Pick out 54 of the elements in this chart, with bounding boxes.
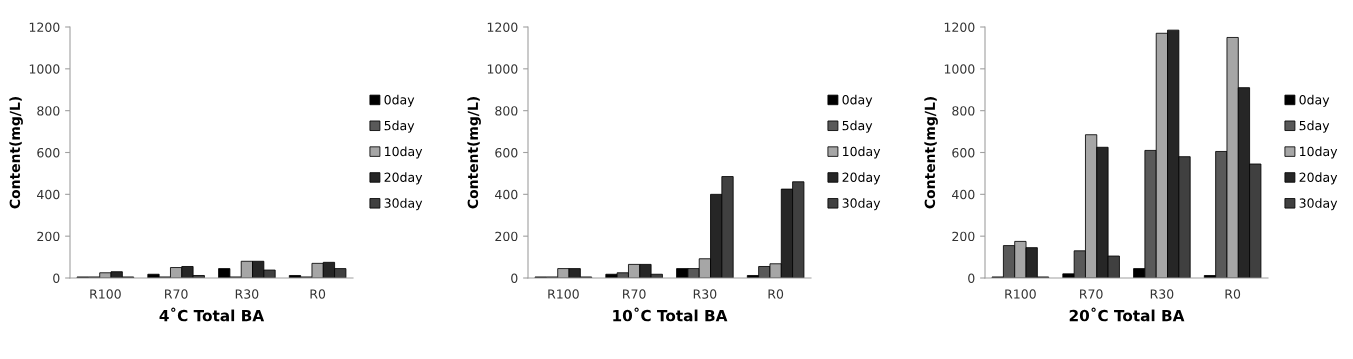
y-tick-label: 600 [495,147,518,158]
legend-label: 10day [385,146,423,159]
x-tick-label: R70 [1080,289,1103,299]
legend-label: 20day [842,172,881,185]
x-tick-label: R100 [548,289,579,299]
legend-label: 5day [842,120,873,133]
legend-label: 0day [1299,94,1330,107]
x-tick-label: R30 [693,289,717,299]
legend-label: 0day [842,94,873,107]
x-tick-label: R70 [165,289,188,299]
x-tick-label: R0 [768,289,784,299]
y-tick-label: 1000 [29,64,60,74]
legend-label: 0day [384,94,415,107]
y-tick-label: 600 [952,147,975,158]
y-tick-label: 200 [952,231,975,242]
y-tick-label: 0 [53,273,60,283]
y-axis-title: Content(mg/L) [924,97,938,209]
y-tick-label: 800 [37,106,60,116]
y-tick-label: 800 [495,106,518,116]
legend-label: 30day [842,198,881,211]
y-tick-label: 1000 [944,64,975,74]
y-tick-label: 200 [37,231,60,242]
y-tick-label: 800 [952,106,975,116]
y-tick-label: 400 [495,189,518,200]
legend-label: 20day [1299,172,1338,185]
y-tick-label: 0 [968,273,975,283]
x-tick-label: R30 [235,289,259,299]
x-tick-label: R0 [310,289,326,299]
x-axis-title: 4˚C Total BA [159,307,265,322]
x-tick-label: R30 [1150,289,1174,299]
legend-label: 30day [1299,198,1338,211]
y-tick-label: 600 [37,147,60,158]
y-axis-title: Content(mg/L) [467,97,481,209]
x-tick-label: R70 [623,289,646,299]
y-tick-label: 400 [952,189,975,200]
y-tick-label: 1000 [487,64,518,74]
y-tick-label: 400 [37,189,60,200]
legend-label: 20day [384,172,423,185]
y-tick-label: 0 [511,273,518,283]
x-tick-label: R100 [90,289,121,299]
legend-label: 5day [1299,120,1330,133]
x-axis-title: 20˚C Total BA [1069,307,1185,322]
legend-label: 10day [843,146,881,159]
y-tick-label: 1200 [29,22,60,32]
y-tick-label: 1200 [944,22,975,32]
legend-label: 5day [384,120,415,133]
legend-label: 30day [384,198,423,211]
x-tick-label: R100 [1005,289,1036,299]
y-tick-label: 200 [495,231,518,242]
legend-label: 10day [1300,146,1338,159]
y-axis-title: Content(mg/L) [9,97,23,209]
x-axis-title: 10˚C Total BA [613,307,728,322]
y-tick-label: 1200 [487,22,518,32]
x-tick-label: R0 [1225,289,1241,299]
